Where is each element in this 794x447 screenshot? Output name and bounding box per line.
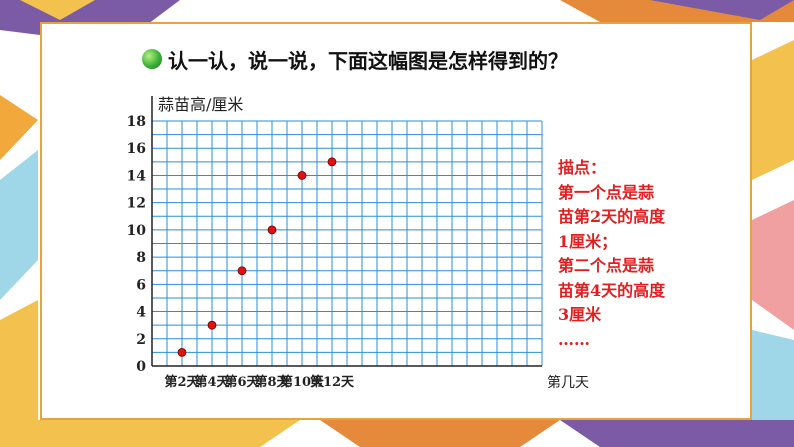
question-line: 认一认，说一说，下面这幅图是怎样得到的？ bbox=[142, 44, 568, 74]
data-point bbox=[327, 157, 337, 167]
note-line: 1厘米； bbox=[558, 231, 618, 251]
y-tick-label: 4 bbox=[136, 305, 146, 321]
note-line: 描点： bbox=[558, 158, 607, 177]
data-point bbox=[267, 225, 277, 235]
content-card bbox=[40, 22, 752, 420]
y-tick-label: 10 bbox=[127, 223, 147, 239]
note-line: 苗第2天的高度 bbox=[558, 207, 666, 226]
y-tick-label: 16 bbox=[127, 141, 146, 157]
y-tick-label: 8 bbox=[136, 250, 146, 266]
x-tick-label: 第2天 bbox=[164, 374, 200, 390]
data-point bbox=[237, 266, 247, 276]
x-tick-label: 第6天 bbox=[224, 374, 260, 390]
y-tick-label: 14 bbox=[127, 168, 147, 184]
y-tick-label: 12 bbox=[127, 196, 146, 212]
chart-points bbox=[177, 157, 337, 357]
y-tick-label: 6 bbox=[136, 277, 146, 293]
x-tick-label: 第10天 bbox=[280, 374, 325, 390]
green-bullet-icon bbox=[142, 49, 162, 69]
y-axis-title: 蒜苗高/厘米 bbox=[158, 95, 243, 114]
y-tick-label: 2 bbox=[136, 332, 146, 348]
chart-axes bbox=[151, 96, 542, 367]
x-tick-label: 第4天 bbox=[194, 374, 230, 390]
data-point bbox=[207, 320, 217, 330]
note-line: 第二个点是蒜 bbox=[558, 256, 655, 275]
y-tick-label: 18 bbox=[127, 114, 146, 130]
data-point bbox=[177, 347, 187, 357]
question-text: 认一认，说一说，下面这幅图是怎样得到的？ bbox=[168, 48, 568, 73]
annotation-note: 描点： 第一个点是蒜 苗第2天的高度 1厘米； 第二个点是蒜 苗第4天的高度 3厘米 …… bbox=[558, 156, 718, 352]
x-tick-label: 第8天 bbox=[254, 374, 290, 390]
data-point bbox=[297, 171, 307, 180]
note-line: 苗第4天的高度 bbox=[558, 280, 666, 300]
note-line: 3厘米 bbox=[558, 305, 602, 324]
x-axis-title: 第几天 bbox=[547, 374, 589, 391]
x-tick-label: 第12天 bbox=[310, 374, 355, 390]
note-line: …… bbox=[558, 329, 590, 349]
note-line: 第一个点是蒜 bbox=[558, 182, 655, 202]
y-tick-label: 0 bbox=[136, 359, 146, 375]
